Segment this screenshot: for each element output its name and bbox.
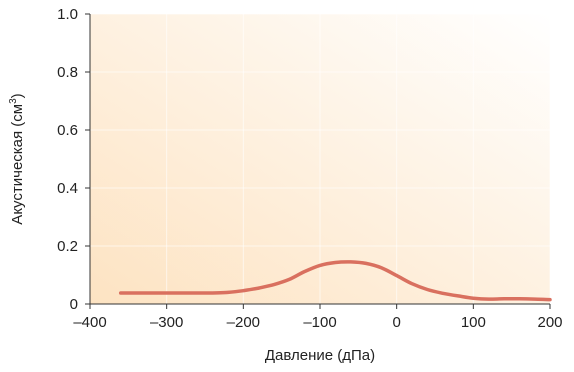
axes [85,13,551,309]
tick-labels: –400 –300 –200 –100 0 100 200 0 0.2 0.4 0.6 0.8 1.0 [57,6,562,331]
y-tick-label: 0.8 [57,64,78,81]
series-layer [118,260,552,302]
x-tick-label: –100 [303,314,336,331]
y-axis-title-close: ) [9,93,26,98]
y-axis-title-main: Акустическая (см [9,104,26,225]
y-tick-label: 0.6 [57,122,78,139]
y-tick-label: 1.0 [57,6,78,23]
y-tick-label: 0.2 [57,238,78,255]
y-tick-label: 0 [70,296,78,313]
x-tick-label: 200 [537,314,562,331]
series-line [118,260,552,302]
x-tick-label: –200 [227,314,260,331]
x-axis-title: Давление (дПа) [265,347,375,364]
x-tick-label: 100 [461,314,486,331]
x-tick-label: –300 [150,314,183,331]
y-axis-title: Акустическая (см3) [8,93,26,224]
y-tick-label: 0.4 [57,180,78,197]
x-tick-label: 0 [392,314,400,331]
y-axis-title-sup: 3 [8,98,19,104]
x-tick-label: –400 [73,314,106,331]
